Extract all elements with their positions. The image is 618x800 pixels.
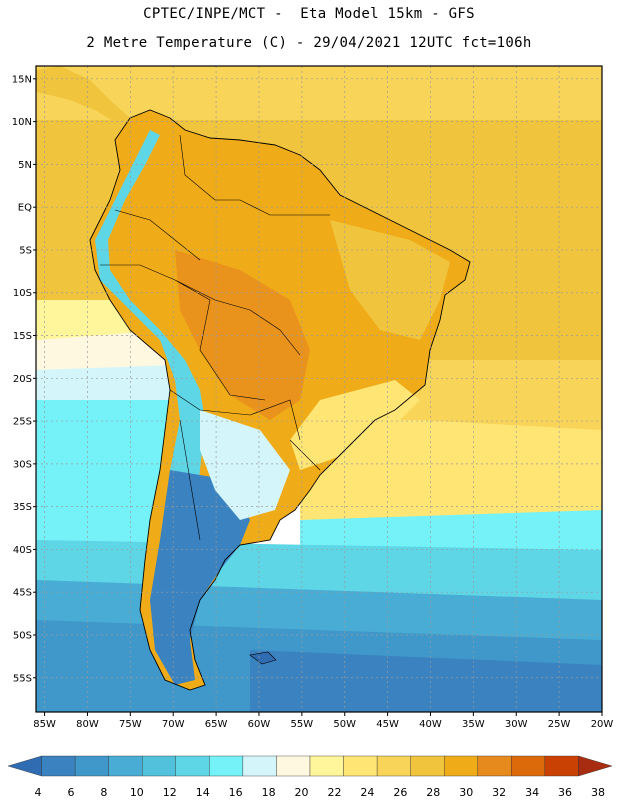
- lat-label: 40S: [13, 545, 32, 556]
- lon-label: 40W: [419, 719, 442, 730]
- lon-label: 60W: [248, 719, 271, 730]
- colorbar-label: 28: [426, 786, 440, 799]
- colorbar: 4 6 8 10 12 14 16 18 20 22 24 26 28 30 32 34 36 38: [7, 755, 613, 799]
- colorbar-label: 24: [360, 786, 374, 799]
- colorbar-label: 16: [229, 786, 243, 799]
- colorbar-swatch: [209, 755, 244, 777]
- colorbar-label: 26: [393, 786, 407, 799]
- colorbar-swatch: [410, 755, 445, 777]
- map-frame: [35, 65, 603, 713]
- lat-label: 30S: [13, 459, 32, 470]
- coastline: [89, 109, 471, 691]
- colorbar-arrow-high: [578, 755, 613, 777]
- colorbar-label: 14: [196, 786, 210, 799]
- colorbar-label: 20: [295, 786, 309, 799]
- lon-label: 35W: [462, 719, 485, 730]
- colorbar-swatch: [276, 755, 311, 777]
- colorbar-label: 30: [459, 786, 473, 799]
- lat-lon-grid: [36, 66, 602, 712]
- longitude-labels: 85W 80W 75W 70W 65W 60W 55W 50W 45W 40W 35W 30W 25W 2…: [33, 719, 613, 730]
- colorbar-label: 8: [100, 786, 107, 799]
- lon-label: 65W: [205, 719, 228, 730]
- patagonia-cold: [150, 470, 250, 685]
- lon-label: 25W: [548, 719, 571, 730]
- colorbar-label: 32: [492, 786, 506, 799]
- axis-ticks: [33, 78, 603, 716]
- colorbar-swatch: [444, 755, 478, 777]
- colorbar-swatch: [242, 755, 277, 777]
- lon-label: 50W: [333, 719, 356, 730]
- lon-label: 70W: [162, 719, 185, 730]
- southern-plains: [200, 410, 290, 520]
- colorbar-label: 6: [67, 786, 74, 799]
- colorbar-label: 18: [262, 786, 276, 799]
- lon-label: 55W: [291, 719, 314, 730]
- colorbar-label: 36: [558, 786, 572, 799]
- ocean-band-southwest: [36, 400, 175, 560]
- colorbar-arrow-low: [7, 755, 42, 777]
- colorbar-swatch: [142, 755, 176, 777]
- colorbar-label: 10: [130, 786, 144, 799]
- colorbar-swatch: [74, 755, 109, 777]
- lat-label: 55S: [13, 673, 32, 684]
- colorbar-label: 12: [163, 786, 177, 799]
- lon-label: 30W: [505, 719, 528, 730]
- colorbar-swatch: [41, 755, 76, 777]
- colorbar-swatch: [309, 755, 344, 777]
- country-borders: [100, 134, 330, 541]
- lat-label: 45S: [13, 588, 32, 599]
- title-line-1: CPTEC/INPE/MCT - Eta Model 15km - GFS: [143, 6, 475, 22]
- falkland-islands: [249, 651, 277, 665]
- lon-label: 45W: [376, 719, 399, 730]
- lat-label: 25S: [13, 417, 32, 428]
- colorbar-swatch: [343, 755, 378, 777]
- lat-label: EQ: [18, 203, 32, 214]
- colorbar-label: 34: [525, 786, 539, 799]
- colorbar-swatch: [175, 755, 210, 777]
- lat-label: 5N: [18, 160, 32, 171]
- lon-label: 80W: [76, 719, 99, 730]
- lon-label: 85W: [33, 719, 56, 730]
- central-america: [36, 66, 130, 125]
- colorbar-label: 22: [327, 786, 341, 799]
- title-line-2: 2 Metre Temperature (C) - 29/04/2021 12U…: [86, 35, 532, 51]
- lat-label: 10S: [13, 288, 32, 299]
- lat-label: 35S: [13, 502, 32, 513]
- colorbar-label: 4: [35, 786, 42, 799]
- lat-label: 5S: [19, 245, 32, 256]
- lat-label: 50S: [13, 630, 32, 641]
- colorbar-swatch: [477, 755, 512, 777]
- colorbar-swatch: [544, 755, 579, 777]
- lon-label: 20W: [591, 719, 614, 730]
- land-northeast: [330, 220, 450, 340]
- lat-label: 15N: [12, 74, 32, 85]
- colorbar-swatch: [511, 755, 546, 777]
- lat-label: 15S: [13, 331, 32, 342]
- lon-label: 75W: [119, 719, 142, 730]
- colorbar-label: 38: [591, 786, 605, 799]
- lat-label: 10N: [12, 117, 32, 128]
- colorbar-swatch: [376, 755, 411, 777]
- ocean-band-south-6: [250, 650, 602, 712]
- latitude-labels: 15N 10N 5N EQ 5S 10S 15S 20S 25S 30S 35S 40S 45S 50S 5…: [12, 74, 32, 684]
- lat-label: 20S: [13, 374, 32, 385]
- colorbar-swatch: [108, 755, 143, 777]
